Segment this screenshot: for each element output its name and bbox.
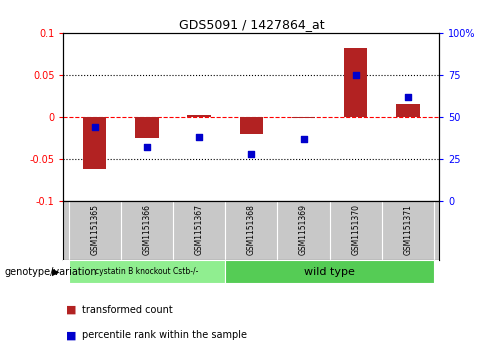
Bar [344, 48, 367, 117]
Point [247, 151, 255, 157]
Bar [240, 117, 263, 134]
Bar [225, 260, 434, 283]
Point [404, 94, 412, 99]
Text: ■: ■ [66, 330, 77, 340]
Bar [396, 104, 420, 117]
Text: GSM1151369: GSM1151369 [299, 204, 308, 255]
Point [352, 72, 360, 78]
Text: GSM1151370: GSM1151370 [351, 204, 360, 255]
Bar [135, 117, 159, 138]
Text: ■: ■ [66, 305, 77, 315]
Text: GSM1151368: GSM1151368 [247, 204, 256, 255]
Text: GSM1151367: GSM1151367 [195, 204, 203, 255]
Text: genotype/variation: genotype/variation [5, 266, 98, 277]
Point [195, 134, 203, 140]
Point [91, 124, 99, 130]
Text: transformed count: transformed count [82, 305, 173, 315]
Bar [187, 115, 211, 117]
Bar [292, 117, 315, 118]
Bar [69, 260, 225, 283]
Text: wild type: wild type [304, 266, 355, 277]
Text: GSM1151371: GSM1151371 [404, 204, 412, 255]
Point [300, 136, 307, 142]
Text: percentile rank within the sample: percentile rank within the sample [82, 330, 247, 340]
Bar [83, 117, 106, 169]
Text: GSM1151366: GSM1151366 [142, 204, 151, 255]
Title: GDS5091 / 1427864_at: GDS5091 / 1427864_at [179, 19, 324, 32]
Text: GSM1151365: GSM1151365 [90, 204, 99, 255]
Text: cystatin B knockout Cstb-/-: cystatin B knockout Cstb-/- [95, 267, 199, 276]
Text: ▶: ▶ [52, 266, 60, 277]
Point [143, 144, 151, 150]
